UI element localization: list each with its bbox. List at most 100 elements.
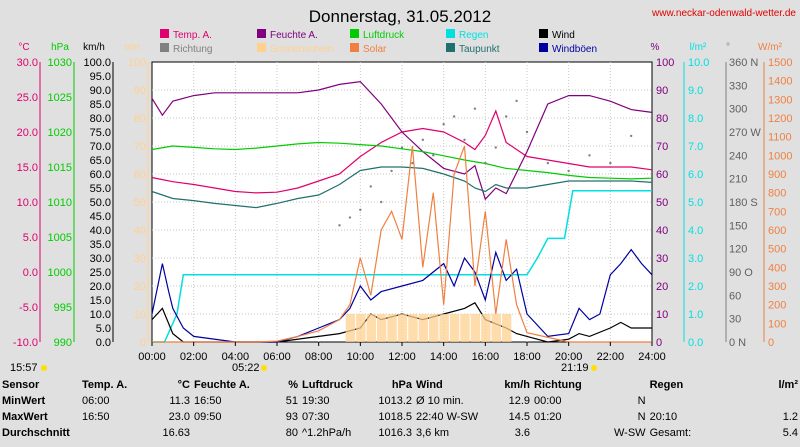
sunshine-bar: [376, 314, 387, 342]
sunshine-bar: [449, 314, 460, 342]
moon-icon: [41, 365, 47, 371]
axis-tick-label: 0: [140, 337, 146, 349]
axis-tick-label: 1200: [768, 113, 792, 125]
sun-times: 15:57 05:22 21:19: [10, 362, 597, 374]
summary-row: MaxWert 16:50 23.0 09:50 93 07:30 1018.5…: [0, 409, 800, 425]
humidity-value: 80: [285, 427, 298, 439]
legend-label: Wind: [552, 30, 575, 41]
axis-tick-label: 60: [729, 290, 741, 302]
axis-tick-label: 8.0: [688, 113, 703, 125]
sunrise-time: 05:22: [232, 362, 260, 374]
x-tick-label: 18:00: [513, 351, 541, 363]
legend-label: Taupunkt: [459, 44, 500, 55]
wind-value: 14.5: [508, 411, 530, 423]
series-line-humidity: [151, 80, 653, 201]
sunshine-bar: [345, 314, 356, 342]
temp-time: 16:50: [82, 411, 110, 423]
sunshine-bar: [429, 314, 439, 342]
direction-point: [421, 138, 425, 141]
legend-swatch: [160, 29, 169, 38]
axis-tick-label: 50: [656, 197, 668, 209]
x-tick-label: 00:00: [138, 351, 166, 363]
axis-units: °C hPa km/h min% l/m² ° W/m²: [18, 42, 782, 53]
axis-tick-label: 100: [128, 57, 146, 69]
series-line-pressure: [151, 141, 653, 180]
axis-tick-label: 150: [729, 220, 747, 232]
axis-tick-label: -10.0: [13, 337, 38, 349]
legend-label: Regen: [459, 30, 488, 41]
axis-tick-label: 90 O: [729, 267, 753, 279]
axis-tick-label: 1015: [48, 162, 72, 174]
legend-label: Luftdruck: [363, 30, 405, 41]
legend-label: Temp. A.: [173, 30, 212, 41]
sunset-time: 21:19: [561, 362, 589, 374]
legend-label: Windböen: [552, 44, 597, 55]
axis-tick-label: 10: [134, 309, 146, 321]
x-tick-label: 14:00: [430, 351, 458, 363]
axes: 30.025.020.015.010.05.00.0-5.0-10.010301…: [13, 57, 793, 363]
x-tick-label: 10:00: [347, 351, 375, 363]
direction-point: [432, 154, 435, 157]
pressure-time: 19:30: [302, 395, 330, 407]
rain-value: 5.4: [782, 427, 798, 439]
summary-table: Sensor Temp. A. °C Feuchte A. % Luftdruc…: [0, 377, 800, 447]
direction-time: 00:00: [534, 395, 562, 407]
axis-tick-label: 0.0: [23, 267, 38, 279]
axis-tick-label: 2.0: [688, 281, 703, 293]
axis-unit-label: °C: [18, 42, 29, 53]
series-line-temp: [151, 109, 653, 194]
series-line-dewpoint: [151, 166, 653, 209]
header-rain-unit: l/m²: [778, 379, 798, 391]
axis-tick-label: 400: [768, 262, 786, 274]
direction-point: [442, 123, 445, 126]
direction-point: [411, 161, 414, 165]
axis-tick-label: 25.0: [17, 92, 38, 104]
chart-legend: Temp. A. Feuchte A. Luftdruck Regen Wind Rich…: [160, 29, 597, 55]
weather-chart: Donnerstag, 31.05.2012 www.neckar-odenwa…: [0, 0, 800, 377]
direction-point: [629, 134, 633, 138]
axis-tick-label: 300: [729, 104, 747, 116]
pressure-value: 1016.3: [378, 427, 412, 439]
axis-tick-label: 55.0: [90, 183, 111, 195]
axis-tick-label: 330: [729, 80, 747, 92]
axis-tick-label: 75.0: [90, 127, 111, 139]
axis-tick-label: 30: [729, 314, 741, 326]
axis-tick-label: 995: [54, 302, 72, 314]
x-tick-label: 16:00: [472, 351, 500, 363]
sunshine-bar: [501, 314, 512, 342]
axis-tick-label: 0.0: [96, 337, 111, 349]
sunshine-bar: [439, 314, 449, 342]
axis-tick-label: 90: [656, 85, 668, 97]
summary-row: Durchschnitt 16.63 80 ^1.2hPa/h 1016.3 3…: [0, 425, 800, 441]
site-link[interactable]: www.neckar-odenwald-wetter.de: [651, 8, 796, 19]
header-pressure-unit: hPa: [391, 379, 412, 391]
direction-point: [379, 200, 383, 204]
axis-unit-label: km/h: [83, 42, 105, 53]
axis-tick-label: 4.0: [688, 225, 703, 237]
axis-tick-label: 30: [134, 253, 146, 265]
sunshine-bar: [481, 314, 491, 342]
axis-tick-label: 70: [134, 141, 146, 153]
direction-time: 01:20: [534, 411, 562, 423]
wind-value: 12.9: [508, 395, 530, 407]
axis-tick-label: 10.0: [688, 57, 709, 69]
rain-time: [648, 393, 742, 409]
x-tick-label: 08:00: [305, 351, 333, 363]
axis-tick-label: 80: [656, 113, 668, 125]
axis-tick-label: 0 N: [729, 337, 746, 349]
axis-tick-label: 7.0: [688, 141, 703, 153]
axis-tick-label: 80: [134, 113, 146, 125]
axis-unit-label: min: [124, 42, 140, 53]
wind-label: Ø 10 min.: [416, 395, 464, 407]
sunshine-bar: [397, 314, 408, 342]
x-tick-label: 20:00: [555, 351, 583, 363]
axis-tick-label: 95.0: [90, 71, 111, 83]
summary-header-row: Sensor Temp. A. °C Feuchte A. % Luftdruc…: [0, 377, 800, 393]
axis-tick-label: 200: [768, 300, 786, 312]
axis-tick-label: 1300: [768, 94, 792, 106]
direction-point: [494, 146, 497, 149]
axis-tick-label: 210: [729, 174, 747, 186]
axis-tick-label: 1.0: [688, 309, 703, 321]
axis-tick-label: 6.0: [688, 169, 703, 181]
